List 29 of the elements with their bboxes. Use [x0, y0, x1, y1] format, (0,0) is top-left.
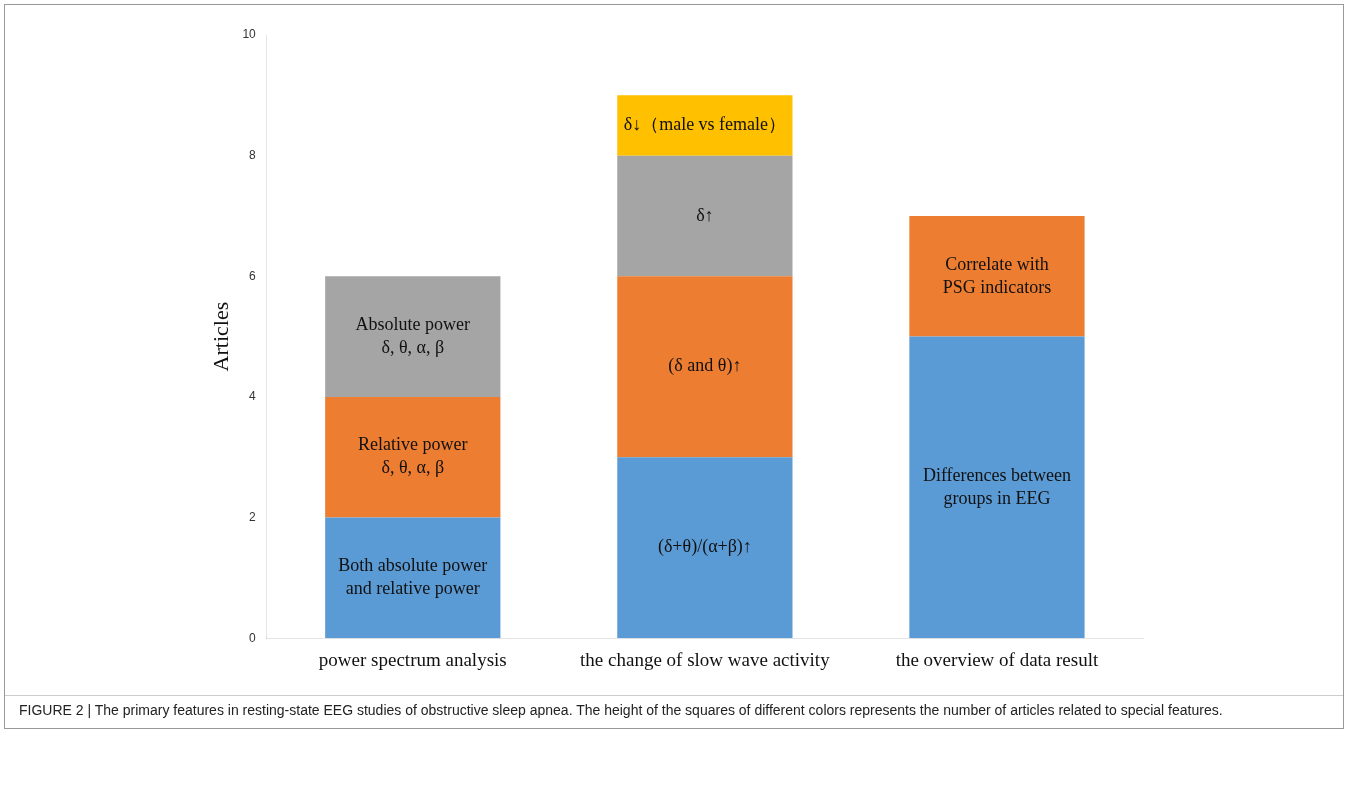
x-tick-label: the overview of data result — [895, 648, 1099, 670]
y-tick-label: 10 — [242, 27, 257, 42]
data-label: (δ+θ)/(α+β)↑ — [657, 536, 752, 558]
data-label: δ↓（male vs female） — [623, 114, 787, 135]
y-tick-label: 2 — [249, 509, 257, 524]
data-label: Absolute power δ, θ, α, β — [355, 313, 471, 357]
data-label: Both absolute power and relative power — [338, 555, 488, 599]
caption: FIGURE 2 | The primary features in resting-state EEG studies of obstructive sleep apnea. The height of the squares of different colors represents the number of articles related to special features. — [5, 695, 1343, 728]
bar — [909, 215, 1085, 337]
y-tick-label: 6 — [249, 268, 257, 283]
bar — [909, 336, 1085, 639]
bar — [617, 95, 793, 156]
x-tick-label: the change of slow wave activity — [580, 648, 831, 670]
bar — [617, 276, 793, 458]
x-tick-label: power spectrum analysis — [318, 648, 507, 670]
data-label: Correlate with PSG indicators — [942, 253, 1052, 297]
y-tick-label: 0 — [249, 630, 257, 645]
data-label: Differences between groups in EEG — [922, 464, 1071, 508]
data-label: (δ and θ)↑ — [668, 355, 742, 377]
y-axis-title: Articles — [207, 301, 233, 372]
y-tick-label: 8 — [249, 147, 257, 162]
bar — [325, 517, 501, 639]
bar — [617, 457, 793, 639]
bar — [325, 276, 501, 397]
bar — [617, 155, 793, 277]
y-tick-label: 4 — [249, 389, 257, 404]
data-label: δ↑ — [696, 204, 714, 225]
bar — [325, 396, 501, 518]
data-label: Relative power δ, θ, α, β — [358, 434, 468, 478]
